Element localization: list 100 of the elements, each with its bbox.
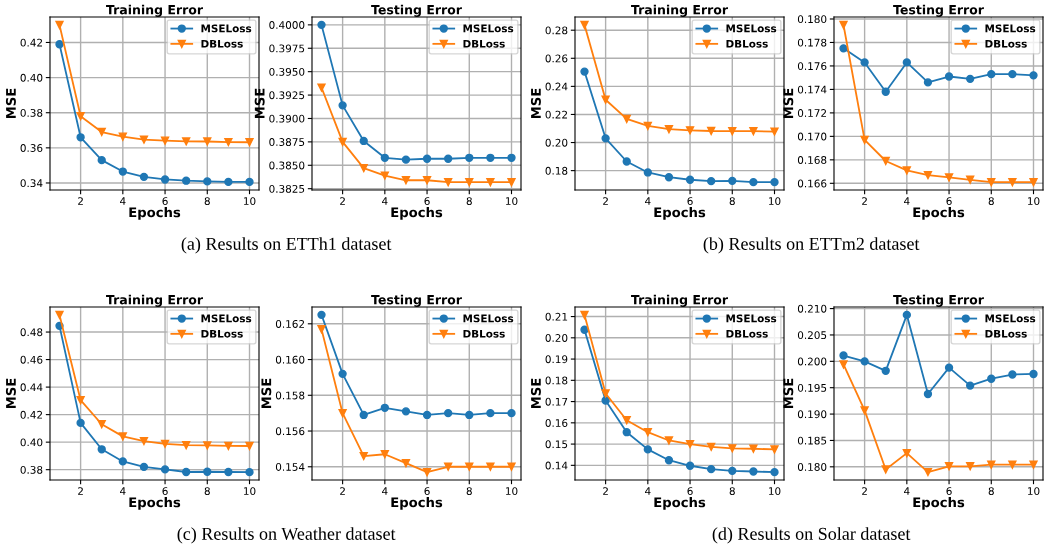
point: [770, 177, 779, 187]
point: [359, 410, 368, 420]
point: [1029, 460, 1038, 469]
point: [881, 156, 890, 166]
y-tick-label: 0.4000: [269, 21, 305, 29]
legend-label: DBLoss: [985, 329, 1027, 338]
point: [706, 464, 716, 474]
point: [338, 137, 347, 147]
point: [749, 444, 758, 453]
x-tick-label: 6: [946, 487, 952, 496]
point: [380, 153, 390, 162]
point: [486, 408, 495, 418]
point: [359, 451, 368, 461]
y-axis-title: MSE: [5, 378, 16, 409]
text: (b) Results on ETTm2 dataset: [703, 237, 920, 254]
chart-title: Testing Error: [371, 4, 462, 17]
y-tick-label: 0.24: [545, 82, 568, 91]
y-tick-label: 0.180: [797, 15, 827, 24]
point: [902, 310, 912, 320]
point: [97, 127, 106, 137]
point: [685, 175, 695, 184]
y-tick-label: 0.178: [797, 38, 827, 47]
point: [338, 101, 347, 110]
y-tick-label: 0.34: [20, 179, 43, 188]
text: (d) Results on Solar dataset: [712, 527, 911, 544]
x-tick-label: 6: [687, 197, 693, 206]
point: [749, 177, 758, 187]
point: [902, 166, 912, 175]
point: [55, 310, 64, 320]
point: [160, 136, 170, 145]
point: [601, 95, 610, 104]
x-tick-label: 6: [162, 197, 168, 206]
point: [923, 78, 933, 87]
point: [770, 445, 779, 454]
point: [245, 441, 254, 451]
x-tick-label: 6: [687, 487, 693, 496]
x-tick-label: 2: [862, 487, 867, 495]
legend-label: DBLoss: [463, 39, 505, 48]
legend-label: MSELoss: [985, 314, 1036, 323]
point: [76, 133, 85, 142]
point: [923, 467, 933, 477]
legend-label: MSELoss: [463, 24, 514, 33]
y-axis-title: MSE: [254, 88, 265, 119]
legend-label: MSELoss: [463, 314, 514, 323]
point: [664, 125, 674, 134]
point: [860, 357, 869, 366]
point: [465, 410, 474, 420]
y-tick-label: 0.21: [545, 312, 568, 321]
point: [224, 137, 233, 147]
y-tick-label: 0.156: [275, 427, 305, 436]
point: [643, 428, 653, 437]
point: [881, 87, 890, 96]
y-tick-label: 0.42: [20, 38, 43, 47]
point: [1008, 177, 1017, 187]
y-axis-title: MSE: [783, 378, 794, 409]
point: [685, 439, 695, 449]
x-tick-label: 4: [645, 487, 651, 495]
point: [706, 176, 716, 186]
x-tick-label: 6: [162, 487, 168, 496]
y-tick-label: 0.3900: [269, 114, 305, 123]
y-tick-label: 0.205: [797, 331, 827, 340]
y-axis-title: MSE: [783, 88, 794, 119]
x-tick-label: 4: [120, 487, 126, 495]
point: [317, 20, 326, 30]
point: [580, 310, 589, 320]
point: [622, 416, 631, 425]
chart-title: Testing Error: [893, 4, 984, 17]
point: [728, 126, 737, 136]
x-axis-title: Epochs: [391, 207, 443, 220]
point: [507, 153, 516, 162]
x-tick-label: 4: [904, 197, 910, 205]
point: [860, 58, 869, 67]
x-tick-label: 8: [988, 197, 994, 206]
point: [181, 137, 191, 146]
x-axis-title: Epochs: [913, 497, 965, 510]
point: [380, 403, 390, 412]
y-tick-label: 0.3850: [269, 161, 305, 170]
y-tick-label: 0.17: [545, 397, 568, 406]
point: [839, 360, 848, 369]
point: [160, 465, 170, 474]
point: [486, 462, 495, 471]
y-tick-label: 0.26: [545, 54, 568, 63]
point: [706, 126, 716, 136]
point: [97, 420, 106, 429]
point: [97, 155, 106, 165]
point: [224, 441, 233, 451]
point: [486, 177, 495, 187]
y-tick-label: 0.20: [545, 334, 568, 342]
point: [380, 450, 390, 459]
point: [465, 177, 474, 187]
point: [181, 467, 191, 477]
y-tick-label: 0.170: [797, 132, 827, 141]
point: [507, 177, 516, 187]
point: [860, 406, 869, 415]
y-tick-label: 0.40: [20, 438, 43, 447]
point: [118, 167, 128, 176]
x-tick-label: 8: [988, 487, 994, 496]
point: [317, 324, 326, 334]
point: [965, 175, 975, 184]
point: [770, 467, 779, 477]
